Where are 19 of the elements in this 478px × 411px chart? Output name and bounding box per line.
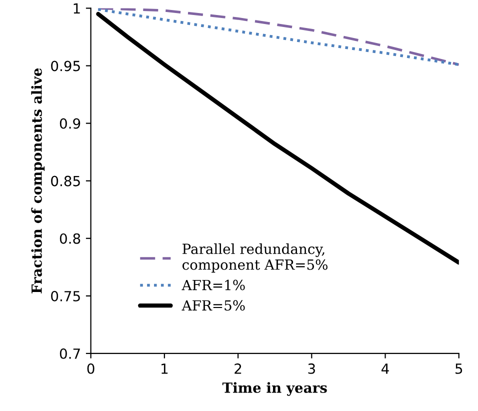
legend-label: Parallel redundancy, component AFR=5%	[182, 243, 328, 273]
y-tick-label: 1	[74, 3, 80, 14]
y-tick-label: 0.7	[60, 348, 80, 359]
x-tick-label: 3	[308, 363, 315, 374]
line-series	[96, 8, 459, 66]
x-tick-label: 5	[456, 364, 462, 374]
x-tick-label: 0	[87, 363, 94, 374]
y-axis-title: Fraction of components alive	[31, 68, 45, 294]
y-tick-label: 0.95	[51, 60, 80, 72]
x-tick-label: 2	[234, 363, 242, 374]
x-tick-label: 1	[162, 364, 168, 374]
x-axis-title: Time in years	[222, 382, 327, 396]
x-tick-label: 4	[382, 364, 389, 374]
legend-label: AFR=5%	[182, 300, 245, 311]
y-tick-label: 0.75	[51, 290, 80, 302]
y-tick-label: 0.8	[60, 233, 80, 244]
legend-label: AFR=1%	[182, 280, 245, 290]
y-tick-label: 0.9	[60, 118, 80, 129]
y-tick-label: 0.85	[51, 176, 80, 186]
